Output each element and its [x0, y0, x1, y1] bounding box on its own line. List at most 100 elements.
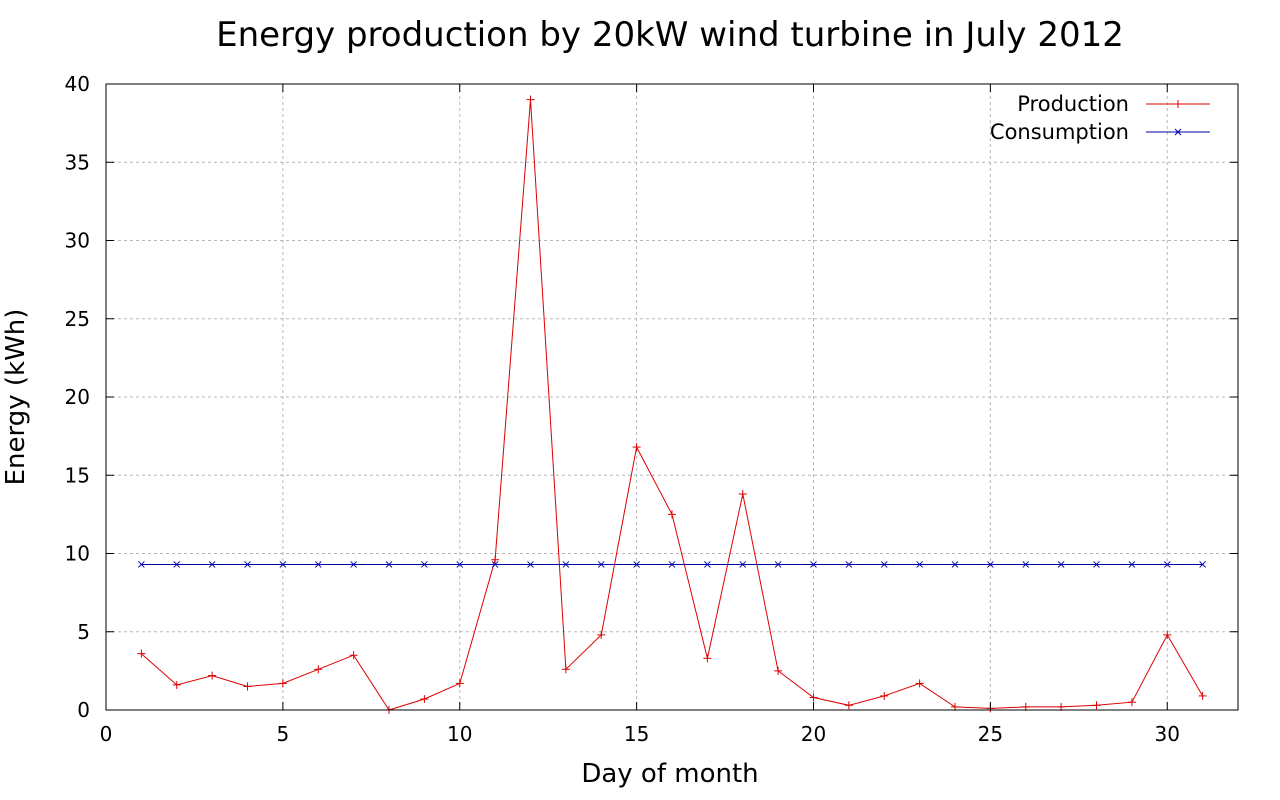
- point-marker-d2: [1057, 561, 1065, 568]
- y-axis-label: Energy (kWh): [1, 309, 31, 486]
- data-point-consumption: [350, 561, 357, 568]
- data-point-consumption: [668, 561, 676, 568]
- data-point-consumption: [1057, 561, 1065, 568]
- data-point-consumption: [597, 561, 605, 568]
- point-marker-d2: [244, 561, 251, 568]
- data-point-production: [703, 654, 712, 663]
- point-marker-d2: [421, 561, 428, 568]
- data-point-production: [1127, 698, 1136, 707]
- data-point-consumption: [385, 561, 393, 568]
- series-production: [137, 95, 1207, 714]
- x-tick-label: 10: [447, 722, 472, 746]
- axis-ticks: 0 5 10 15 20 25 30 0 5 10 15 20 25 30 35 40: [65, 72, 1238, 746]
- data-point-production: [420, 695, 429, 704]
- point-marker-d2: [1163, 561, 1171, 568]
- point-marker-d2: [704, 561, 711, 568]
- data-point-production: [844, 701, 853, 710]
- point-marker-d2: [138, 561, 145, 568]
- point-marker-d2: [1128, 561, 1136, 568]
- point-marker-d2: [987, 561, 994, 568]
- point-marker-d2: [916, 561, 923, 568]
- data-point-production: [278, 679, 287, 688]
- data-point-production: [738, 490, 747, 499]
- point-marker-d2: [1199, 561, 1206, 568]
- point-marker-d2: [774, 561, 782, 568]
- data-point-consumption: [739, 561, 747, 568]
- series-layer: [137, 95, 1207, 714]
- data-point-production: [243, 682, 252, 691]
- data-point-production: [774, 666, 783, 675]
- data-point-consumption: [845, 561, 853, 568]
- data-point-consumption: [138, 561, 145, 568]
- data-point-production: [1092, 701, 1101, 710]
- data-point-consumption: [173, 561, 181, 568]
- data-point-production: [668, 510, 676, 519]
- point-marker-d2: [668, 561, 676, 568]
- y-tick-label: 30: [65, 229, 90, 253]
- point-marker-d2: [1093, 561, 1100, 568]
- y-tick-label: 15: [65, 463, 90, 487]
- point-marker-d2: [845, 561, 853, 568]
- point-marker-d2: [350, 561, 357, 568]
- data-point-consumption: [1163, 561, 1171, 568]
- y-tick-label: 25: [65, 307, 90, 331]
- y-tick-label: 40: [65, 72, 90, 96]
- point-marker-d2: [456, 561, 464, 568]
- data-point-consumption: [456, 561, 464, 568]
- data-point-production: [455, 679, 464, 688]
- data-point-consumption: [244, 561, 251, 568]
- point-marker-d2: [739, 561, 747, 568]
- legend-label: Consumption: [990, 120, 1129, 144]
- x-tick-label: 15: [624, 722, 649, 746]
- data-point-consumption: [916, 561, 923, 568]
- data-point-consumption: [987, 561, 994, 568]
- data-point-production: [137, 649, 146, 658]
- data-point-consumption: [704, 561, 711, 568]
- data-point-production: [1163, 630, 1172, 639]
- data-point-consumption: [527, 561, 534, 568]
- legend-item-production: Production: [1017, 92, 1210, 116]
- point-marker-d2: [208, 561, 216, 568]
- data-point-consumption: [1199, 561, 1206, 568]
- legend-label: Production: [1017, 92, 1129, 116]
- point-marker-d2: [597, 561, 605, 568]
- data-point-production: [491, 555, 500, 564]
- y-tick-label: 10: [65, 542, 90, 566]
- data-point-consumption: [208, 561, 216, 568]
- data-point-consumption: [421, 561, 428, 568]
- chart-title: Energy production by 20kW wind turbine i…: [216, 15, 1124, 55]
- grid-lines: [106, 84, 1238, 710]
- data-point-consumption: [314, 561, 322, 568]
- point-marker-d2: [1022, 561, 1030, 568]
- point-marker-d2: [880, 561, 888, 568]
- legend-marker-d2: [1174, 128, 1182, 136]
- data-point-consumption: [810, 561, 817, 568]
- data-point-production: [561, 665, 570, 674]
- data-point-production: [915, 679, 924, 688]
- y-tick-label: 35: [65, 150, 90, 174]
- data-point-production: [1198, 691, 1207, 700]
- y-tick-label: 5: [77, 620, 90, 644]
- point-marker-d2: [279, 561, 287, 568]
- series-line-production: [141, 99, 1204, 711]
- data-point-production: [809, 693, 818, 702]
- data-point-consumption: [774, 561, 782, 568]
- y-tick-label: 0: [77, 698, 90, 722]
- point-marker-d2: [173, 561, 181, 568]
- data-point-production: [632, 443, 641, 452]
- data-point-consumption: [1093, 561, 1100, 568]
- data-point-production: [526, 95, 535, 104]
- point-marker-d2: [385, 561, 393, 568]
- x-tick-label: 25: [978, 722, 1003, 746]
- legend-item-consumption: Consumption: [990, 120, 1210, 144]
- data-point-production: [880, 691, 889, 700]
- data-point-production: [597, 630, 606, 639]
- point-marker-d2: [633, 561, 640, 568]
- data-point-production: [314, 665, 323, 674]
- data-point-production: [349, 651, 358, 660]
- data-point-production: [208, 671, 217, 680]
- point-marker-d2: [951, 561, 959, 568]
- legend: Production Consumption: [990, 92, 1210, 144]
